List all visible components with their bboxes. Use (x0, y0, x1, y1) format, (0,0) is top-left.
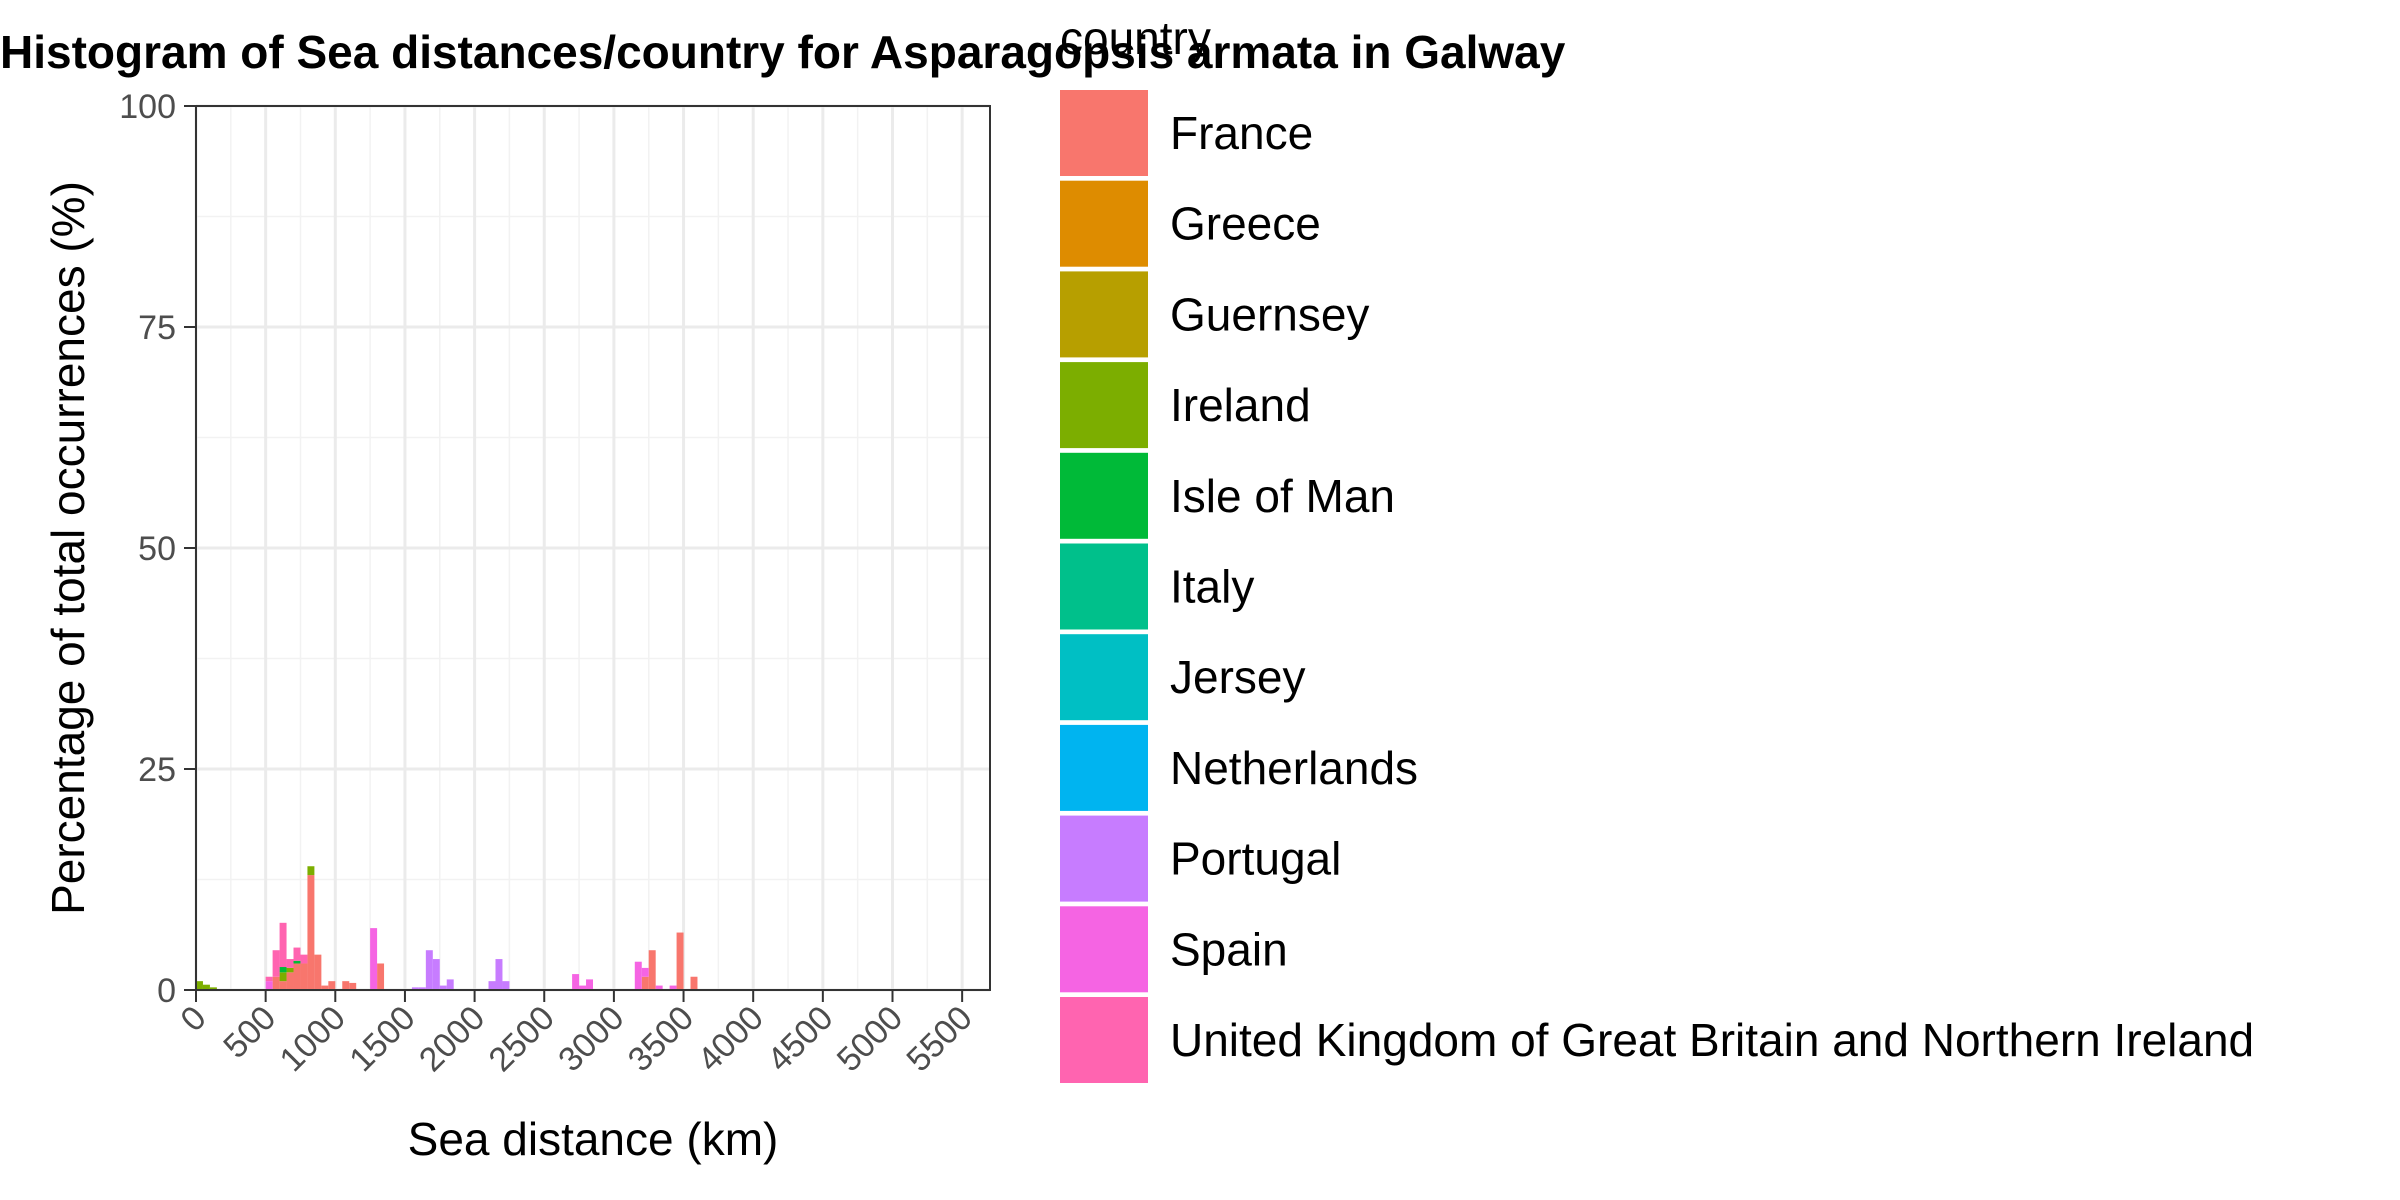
legend-label: Italy (1170, 561, 1254, 613)
legend-label: Jersey (1170, 651, 1305, 703)
y-axis-label: Percentage of total occurrences (%) (42, 181, 94, 915)
bar (342, 981, 350, 990)
bar (377, 963, 385, 990)
legend-label: Spain (1170, 923, 1288, 975)
bar (572, 974, 580, 990)
bar (425, 950, 433, 990)
bar (279, 967, 287, 973)
x-tick-label: 4500 (760, 999, 840, 1079)
bar (495, 959, 503, 990)
bar (579, 985, 587, 990)
bar (300, 954, 308, 964)
bar (321, 985, 329, 990)
bar (669, 985, 677, 990)
bar (418, 987, 426, 990)
grid (194, 104, 990, 992)
legend-key (1060, 452, 1148, 539)
bar (502, 981, 510, 990)
y-tick-label: 0 (157, 972, 176, 1010)
bar (279, 972, 287, 982)
bar (690, 976, 698, 990)
bar (641, 976, 649, 990)
x-tick-label: 1500 (342, 999, 422, 1079)
bar (265, 976, 273, 982)
y-tick-label: 50 (138, 530, 176, 568)
legend-label: United Kingdom of Great Britain and Nort… (1170, 1014, 2254, 1066)
bar (300, 963, 308, 990)
bar (586, 979, 593, 990)
bar (286, 972, 294, 990)
bar (202, 984, 210, 990)
legend-key (1060, 815, 1148, 902)
bar (307, 875, 315, 990)
legend-label: Isle of Man (1170, 470, 1395, 522)
bar (349, 982, 357, 990)
x-tick-label: 5500 (899, 999, 979, 1079)
bar (279, 981, 287, 990)
legend-label: France (1170, 107, 1313, 159)
legend-label: Greece (1170, 198, 1321, 250)
bar (307, 866, 315, 876)
bar (209, 987, 217, 990)
legend-label: Portugal (1170, 833, 1341, 885)
legend-label: Ireland (1170, 379, 1311, 431)
bars (196, 866, 698, 990)
x-tick-label: 3000 (551, 999, 631, 1079)
legend-key (1060, 906, 1148, 993)
x-tick-label: 5000 (830, 999, 910, 1079)
x-tick-label: 500 (216, 999, 283, 1066)
bar (411, 987, 419, 990)
legend-key (1060, 90, 1148, 176)
bar (328, 981, 336, 990)
bar (265, 981, 273, 990)
legend-title: country (1060, 12, 1211, 64)
bar (272, 976, 280, 990)
bar (293, 960, 301, 964)
bar (272, 950, 280, 977)
bar (279, 922, 287, 968)
bar (439, 985, 447, 990)
legend-key (1060, 362, 1148, 449)
bar (286, 959, 294, 968)
bar (196, 981, 203, 990)
bar (488, 981, 496, 990)
bar (314, 954, 322, 990)
x-tick-label: 2000 (412, 999, 492, 1079)
bar (446, 979, 454, 990)
x-tick-label: 0 (173, 999, 213, 1039)
bar (370, 928, 378, 990)
bar (432, 959, 440, 990)
y-tick-label: 100 (119, 88, 176, 126)
bar (648, 950, 656, 990)
legend-key (1060, 724, 1148, 811)
legend-key (1060, 543, 1148, 630)
legend-key (1060, 271, 1148, 358)
legend: country France Greece Guernsey Ireland Isle … (1060, 12, 2254, 1083)
legend-key (1060, 634, 1148, 721)
bar (655, 985, 663, 990)
legend-key (1060, 180, 1148, 267)
x-tick-label: 1000 (273, 999, 353, 1079)
x-tick-label: 2500 (482, 999, 562, 1079)
bar (293, 963, 301, 990)
legend-key (1060, 997, 1148, 1083)
bar (641, 967, 649, 977)
bar (676, 932, 684, 990)
legend-label: Netherlands (1170, 742, 1418, 794)
bar (634, 961, 642, 990)
x-tick-label: 3500 (621, 999, 701, 1079)
legend-label: Guernsey (1170, 288, 1369, 340)
x-tick-label: 4000 (690, 999, 770, 1079)
y-tick-label: 25 (138, 751, 176, 789)
y-tick-label: 75 (138, 309, 176, 347)
chart-title: Histogram of Sea distances/country for A… (0, 26, 1566, 78)
x-axis-label: Sea distance (km) (408, 1113, 779, 1165)
bar (286, 967, 294, 973)
bar (293, 947, 301, 961)
